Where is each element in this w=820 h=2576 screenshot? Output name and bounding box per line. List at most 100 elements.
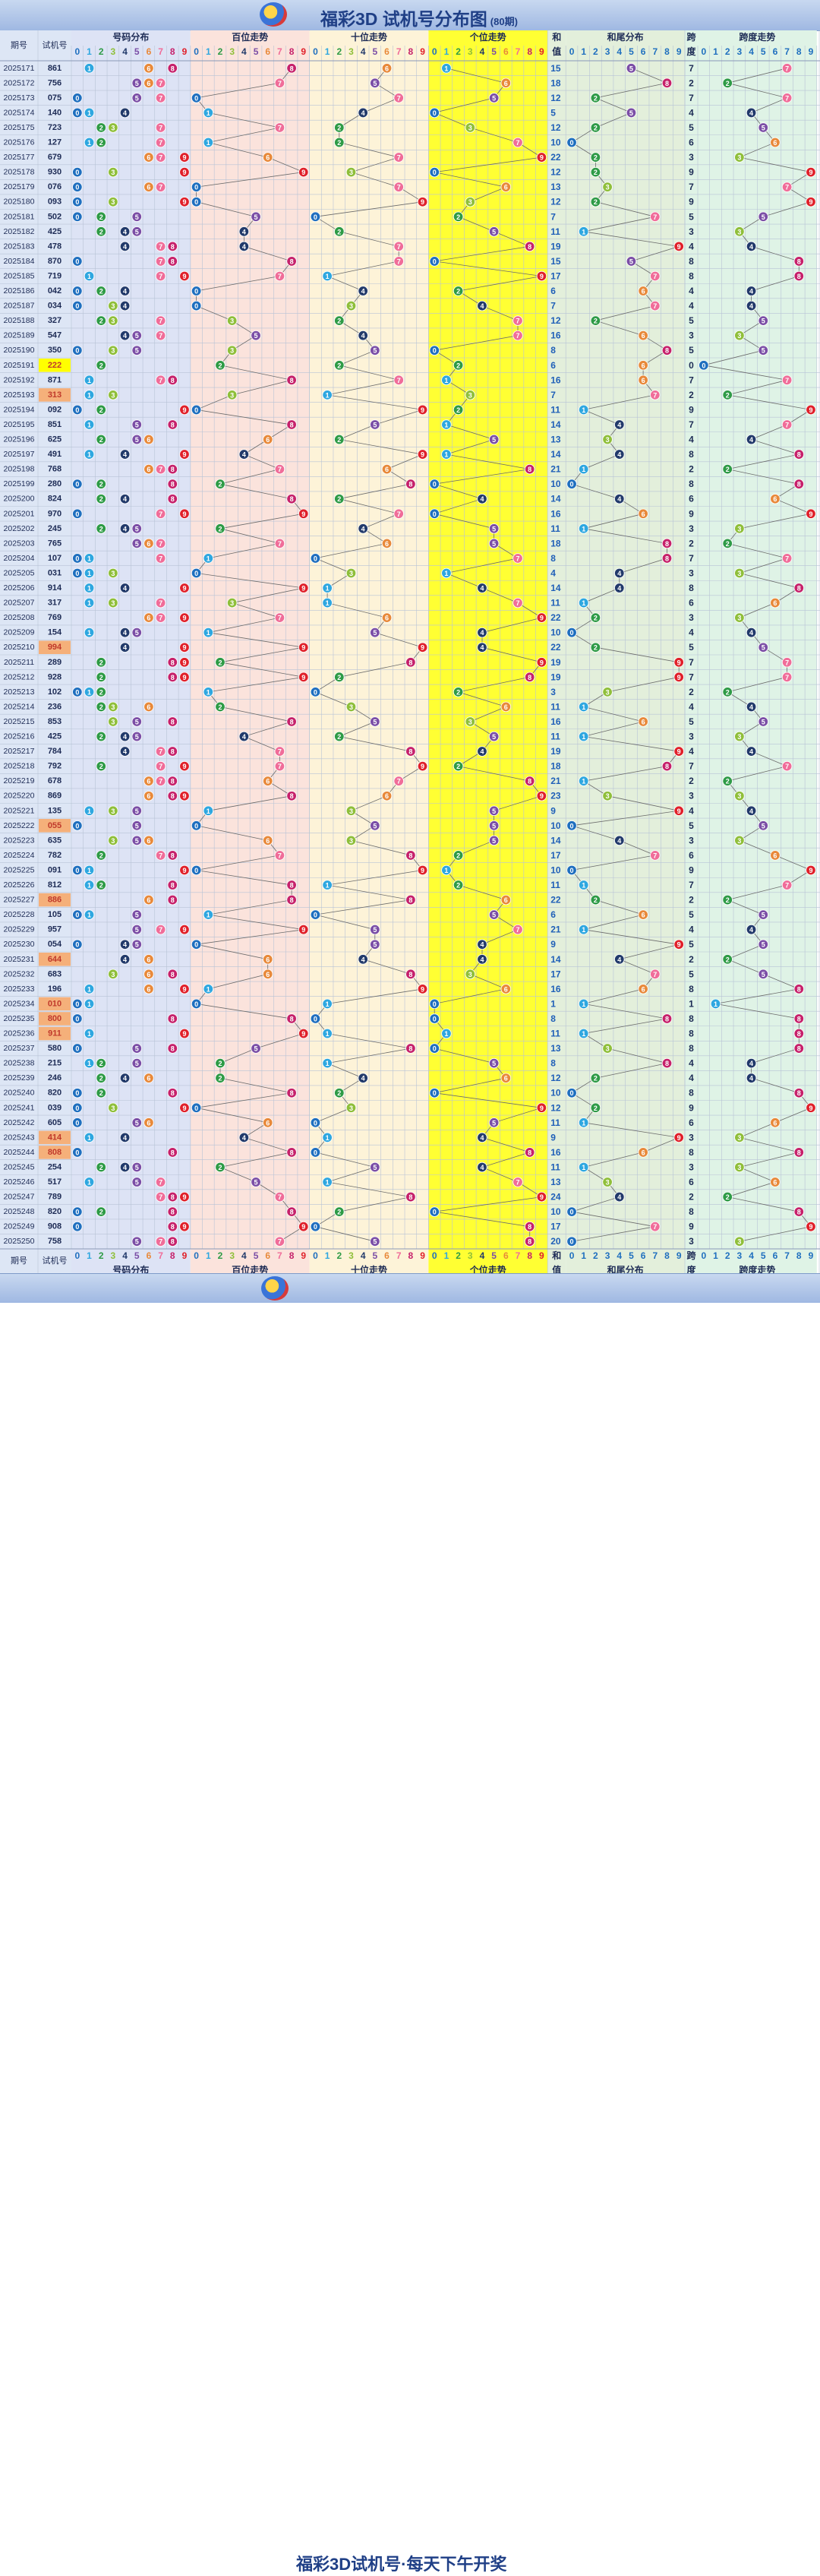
- dist-ball: [84, 270, 95, 282]
- sum-tail-ball-label: 0: [570, 1238, 574, 1246]
- header-digit-tail-footer: 4: [617, 1250, 622, 1261]
- sum-tail-ball-label: 0: [570, 139, 574, 147]
- tens-ball-label: 3: [349, 808, 353, 815]
- sum-tail-ball: [614, 494, 625, 504]
- units-ball-label: 5: [492, 540, 496, 548]
- sum-tail-ball: [638, 330, 648, 341]
- sum-tail-ball-label: 2: [594, 169, 598, 176]
- span-ball: [746, 107, 757, 119]
- hundreds-ball: [215, 657, 226, 668]
- header-digit-unit: 6: [503, 46, 509, 57]
- dist-ball: [144, 791, 154, 801]
- dist-ball-label: 1: [87, 65, 91, 72]
- sum-tail-ball-label: 9: [677, 1134, 681, 1142]
- period-cell: 2025187: [4, 302, 35, 311]
- period-cell: 2025182: [4, 227, 35, 236]
- sum-cell: 13: [550, 182, 561, 192]
- dist-ball-label: 4: [123, 1075, 127, 1083]
- dist-ball: [144, 701, 154, 713]
- dist-ball-label: 3: [111, 837, 115, 845]
- sum-tail-ball: [638, 375, 648, 386]
- sum-cell: 17: [550, 1222, 561, 1232]
- tens-ball-label: 0: [314, 1119, 317, 1127]
- tens-ball-label: 9: [421, 451, 424, 459]
- dist-ball-label: 8: [171, 1223, 175, 1231]
- units-ball-label: 8: [528, 1149, 531, 1156]
- header-digit-spanT: 1: [713, 46, 718, 57]
- dist-ball-label: 2: [99, 406, 103, 414]
- header-digit-spanT-footer: 5: [761, 1250, 766, 1261]
- tens-ball-label: 2: [337, 362, 341, 369]
- dist-ball-label: 8: [171, 1149, 175, 1156]
- span-ball-label: 4: [749, 243, 753, 251]
- header-spanT-footer: 跨度走势: [739, 1264, 775, 1273]
- units-ball: [441, 63, 452, 74]
- sum-cell: 22: [550, 895, 561, 906]
- page-title: 福彩3D 试机号分布图 (80期): [320, 9, 518, 29]
- sum-tail-ball: [661, 538, 673, 549]
- dist-ball: [72, 197, 83, 207]
- period-cell: 2025206: [4, 583, 35, 593]
- dist-ball-label: 2: [99, 525, 103, 533]
- sum-tail-ball-label: 4: [617, 837, 621, 845]
- header-test-number-footer: 试机号: [43, 1255, 68, 1266]
- tens-ball: [405, 657, 416, 668]
- hundreds-ball-label: 6: [266, 956, 270, 963]
- dist-ball-label: 3: [111, 347, 115, 355]
- header-digit-spanT: 3: [737, 46, 743, 57]
- dist-ball: [84, 567, 95, 579]
- hundreds-ball: [191, 93, 202, 103]
- dist-ball: [179, 270, 190, 282]
- sum-tail-ball: [579, 404, 589, 416]
- period-cell: 2025189: [4, 331, 35, 340]
- sum-tail-ball-label: 8: [665, 80, 669, 87]
- span-cell: 4: [689, 107, 694, 118]
- sum-tail-ball-label: 1: [582, 926, 585, 934]
- span-ball-label: 8: [797, 451, 801, 459]
- sum-cell: 21: [550, 776, 561, 786]
- dist-ball-label: 0: [75, 510, 79, 518]
- dist-ball-label: 2: [99, 1089, 103, 1097]
- hundreds-ball: [191, 286, 202, 296]
- dist-ball-label: 2: [99, 763, 103, 770]
- dist-ball: [119, 226, 131, 237]
- header-digit-dist: 8: [170, 46, 175, 57]
- sum-tail-ball-label: 1: [582, 466, 585, 473]
- tens-ball-label: 3: [349, 1105, 353, 1112]
- header-band: 福彩3D 试机号分布图 (80期): [0, 0, 820, 31]
- dist-ball-label: 8: [171, 258, 175, 265]
- header-digit-hund-footer: 7: [277, 1250, 282, 1261]
- tens-ball-label: 3: [349, 302, 353, 310]
- period-cell: 2025250: [4, 1237, 35, 1246]
- tens-ball: [405, 894, 416, 906]
- dist-ball-label: 2: [99, 362, 103, 369]
- header-digit-unit: 5: [491, 46, 497, 57]
- dist-ball-label: 7: [159, 1179, 162, 1187]
- test-number-cell: 820: [48, 1207, 62, 1216]
- span-cell: 5: [689, 969, 694, 979]
- dist-ball-label: 0: [75, 570, 79, 577]
- dist-ball: [72, 567, 83, 579]
- span-cell: 8: [689, 1147, 694, 1158]
- dist-ball: [84, 107, 95, 119]
- span-ball-label: 7: [785, 555, 789, 562]
- units-ball-label: 0: [433, 1000, 437, 1008]
- sum-cell: 7: [550, 390, 556, 400]
- span-ball-label: 5: [762, 971, 765, 978]
- sum-tail-ball: [579, 226, 589, 237]
- span-ball-label: 4: [749, 808, 753, 815]
- test-number-cell: 812: [48, 880, 62, 890]
- span-ball-label: 9: [809, 1223, 812, 1231]
- units-ball-label: 0: [433, 258, 437, 265]
- span-ball-label: 9: [809, 510, 812, 518]
- span-ball-label: 9: [809, 169, 812, 176]
- hundreds-ball: [191, 820, 202, 831]
- sum-tail-ball-label: 1: [582, 778, 585, 785]
- span-cell: 4: [689, 286, 694, 296]
- dist-ball: [179, 642, 190, 653]
- sum-tail-ball-label: 5: [629, 65, 633, 72]
- test-number-cell: 820: [48, 1089, 62, 1098]
- dist-ball-label: 2: [99, 124, 103, 131]
- dist-ball-label: 7: [159, 466, 162, 473]
- dist-ball: [119, 286, 131, 296]
